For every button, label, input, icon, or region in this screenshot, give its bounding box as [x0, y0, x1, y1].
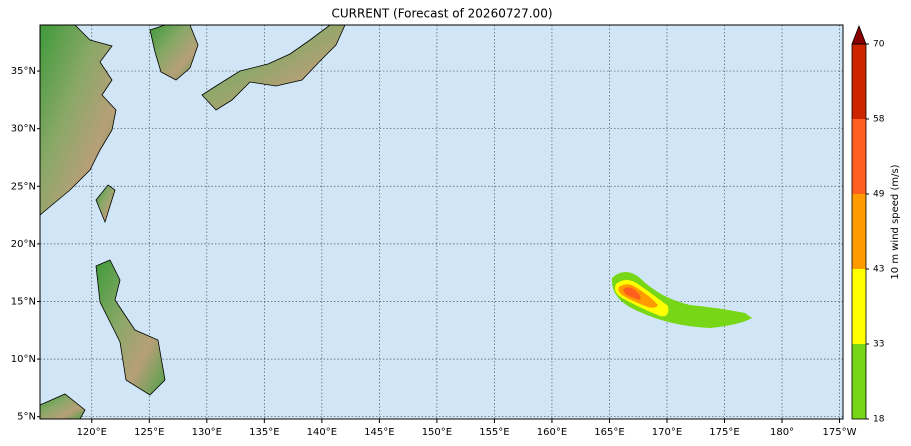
colorbar-segment — [852, 269, 866, 344]
colorbar-segment — [852, 344, 866, 419]
map-title: CURRENT (Forecast of 20260727.00) — [331, 7, 552, 21]
colorbar-tick-label: 58 — [873, 115, 885, 125]
lat-tick-label: 15°N — [11, 296, 36, 307]
map-frame — [39, 24, 844, 420]
lon-tick-label: 130°E — [192, 427, 222, 438]
wind-swath — [611, 272, 752, 328]
taiwan — [95, 184, 116, 224]
lon-tick-label: 135°E — [249, 427, 279, 438]
lon-tick-label: 175°W — [823, 427, 857, 438]
colorbar-tick-label: 43 — [873, 265, 884, 275]
lon-tick-label: 150°E — [422, 427, 452, 438]
lat-tick-label: 5°N — [17, 412, 36, 423]
lat-tick-label: 30°N — [11, 124, 36, 135]
swath-red — [623, 287, 641, 300]
colorbar-segment — [852, 119, 866, 194]
colorbar-segment — [852, 194, 866, 269]
graticule — [40, 25, 843, 419]
japan — [201, 24, 346, 111]
colorbar: 18 33 43 49 58 70 — [851, 24, 885, 425]
ocean — [40, 25, 843, 419]
colorbar-label: 10 m wind speed (m/s) — [890, 164, 901, 279]
lon-tick-label: 145°E — [364, 427, 394, 438]
colorbar-tick-label: 49 — [873, 190, 885, 200]
land — [39, 24, 346, 420]
lat-tick-label: 35°N — [11, 66, 36, 77]
lon-tick-label: 160°E — [537, 427, 567, 438]
lon-tick-label: 165°E — [594, 427, 624, 438]
colorbar-segment — [852, 44, 866, 119]
lat-tick-label: 20°N — [11, 239, 36, 250]
lat-tick-label: 25°N — [11, 181, 36, 192]
colorbar-tick-label: 18 — [873, 415, 885, 425]
lon-tick-label: 125°E — [134, 427, 164, 438]
lon-tick-label: 155°E — [479, 427, 509, 438]
colorbar-tick-label: 33 — [873, 340, 884, 350]
china — [39, 24, 117, 216]
lat-tick-label: 10°N — [11, 354, 36, 365]
colorbar-frame — [851, 43, 867, 420]
lon-tick-label: 140°E — [307, 427, 337, 438]
lon-tick-label: 170°E — [652, 427, 682, 438]
swath-green — [611, 272, 752, 328]
philippines — [95, 259, 166, 396]
lon-tick-label: 175°E — [709, 427, 739, 438]
colorbar-tick-label: 70 — [873, 40, 885, 50]
lon-tick-label: 180° — [770, 427, 794, 438]
lon-tick-label: 120°E — [77, 427, 107, 438]
colorbar-extend — [851, 24, 867, 45]
